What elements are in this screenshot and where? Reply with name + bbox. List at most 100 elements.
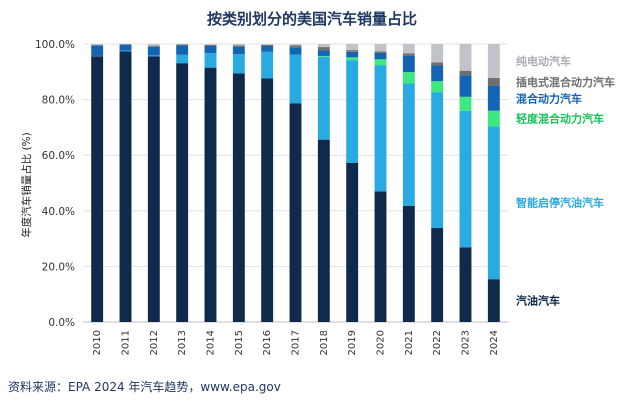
stacked-bar-chart: 0.0%20.0%40.0%60.0%80.0%100.0% 2010 2011 2… [20, 39, 615, 355]
bar-segment-2013-s0 [176, 63, 189, 322]
x-tick-label: 2018 [319, 330, 330, 355]
bar-segment-2019-s0 [346, 162, 359, 322]
bar-segment-2015-s0 [232, 73, 245, 322]
bar-segment-2019-s3 [346, 51, 359, 58]
x-axis-ticks: 2010 2011 2012 2013 2014 2015 2016 2017 2018 2019… [92, 330, 500, 355]
bar-segment-2024-s3 [487, 85, 500, 111]
x-tick-label: 2014 [206, 330, 217, 355]
bar-segment-2023-s1 [459, 110, 472, 248]
bar-segment-2021-s3 [402, 55, 415, 73]
bar-segment-2022-s4 [431, 62, 444, 66]
x-tick-label: 2021 [404, 330, 415, 355]
legend-label-s1: 智能启停汽油汽车 [516, 196, 604, 210]
bar-segment-2020-s2 [374, 59, 387, 66]
bar-segment-2019-s5 [346, 44, 359, 51]
bar-segment-2017-s1 [289, 54, 302, 104]
bar-segment-2016-s4 [261, 44, 274, 46]
y-tick-label: 80.0% [42, 95, 75, 107]
bar-segment-2023-s5 [459, 44, 472, 71]
y-tick-label: 60.0% [42, 150, 75, 162]
bar-segment-2022-s1 [431, 92, 444, 229]
bars [91, 44, 500, 323]
bar-segment-2018-s0 [317, 139, 330, 322]
x-tick-label: 2010 [92, 330, 103, 355]
bar-segment-2017-s0 [289, 103, 302, 322]
x-tick-label: 2022 [432, 330, 443, 355]
bar-segment-2014-s1 [204, 53, 217, 68]
bar-segment-2011-s0 [119, 51, 132, 322]
bar-segment-2021-s5 [402, 44, 415, 54]
bar-segment-2015-s1 [232, 54, 245, 74]
bar-segment-2021-s4 [402, 53, 415, 56]
y-tick-label: 40.0% [42, 206, 75, 218]
legend-label-s4: 插电式混合动力汽车 [516, 75, 615, 89]
bar-segment-2014-s0 [204, 67, 217, 322]
bar-segment-2023-s2 [459, 96, 472, 111]
bar-segment-2024-s0 [487, 279, 500, 322]
y-tick-label: 100.0% [35, 39, 75, 51]
bar-segment-2022-s5 [431, 44, 444, 63]
source-note: 资料来源：EPA 2024 年汽车趋势，www.epa.gov [8, 380, 281, 394]
bar-segment-2016-s0 [261, 78, 274, 322]
bar-segment-2014-s3 [204, 45, 217, 54]
bar-segment-2013-s1 [176, 54, 189, 64]
x-tick-label: 2015 [234, 330, 245, 355]
bar-segment-2017-s4 [289, 45, 302, 48]
bar-segment-2013-s5 [176, 44, 189, 45]
bar-segment-2021-s0 [402, 205, 415, 322]
y-axis-ticks: 0.0% 20.0% 40.0% 60.0% 80.0% 100.0% [35, 39, 75, 329]
bar-segment-2020-s1 [374, 65, 387, 192]
legend-label-s2: 轻度混合动力汽车 [516, 112, 604, 126]
bar-segment-2022-s2 [431, 81, 444, 93]
bar-segment-2024-s2 [487, 110, 500, 127]
bar-segment-2017-s5 [289, 44, 302, 46]
bar-segment-2022-s3 [431, 65, 444, 82]
bar-segment-2012-s0 [147, 56, 160, 322]
bar-segment-2012-s3 [147, 46, 160, 56]
bar-segment-2020-s0 [374, 191, 387, 322]
bar-segment-2014-s4 [204, 44, 217, 46]
chart-title: 按类别划分的美国汽车销量占比 [206, 10, 417, 28]
bar-segment-2018-s4 [317, 47, 330, 51]
y-axis-label: 年度汽车销量占比 (%) [20, 132, 33, 238]
bar-segment-2011-s3 [119, 44, 132, 51]
x-tick-label: 2024 [489, 330, 500, 355]
bar-segment-2018-s5 [317, 44, 330, 48]
x-tick-label: 2023 [461, 330, 472, 355]
bar-segment-2012-s4 [147, 45, 160, 47]
bar-segment-2019-s2 [346, 57, 359, 61]
x-tick-label: 2013 [177, 330, 188, 355]
x-tick-label: 2016 [262, 330, 273, 355]
legend-label-s5: 纯电动汽车 [516, 54, 571, 68]
bar-segment-2011-s1 [119, 50, 132, 52]
bar-segment-2023-s3 [459, 75, 472, 97]
bar-segment-2020-s3 [374, 52, 387, 60]
bar-segment-2018-s1 [317, 56, 330, 140]
bar-segment-2015-s4 [232, 45, 245, 47]
bar-segment-2019-s1 [346, 60, 359, 163]
bar-segment-2018-s3 [317, 50, 330, 56]
bar-segment-2020-s4 [374, 51, 387, 53]
bar-segment-2024-s1 [487, 126, 500, 280]
bar-segment-2021-s2 [402, 72, 415, 84]
bar-segment-2013-s3 [176, 45, 189, 55]
bar-segment-2016-s5 [261, 44, 274, 45]
bar-segment-2010-s5 [91, 44, 104, 46]
bar-segment-2013-s4 [176, 44, 189, 46]
y-tick-label: 0.0% [48, 317, 75, 329]
bar-segment-2017-s3 [289, 47, 302, 55]
bar-segment-2019-s4 [346, 50, 359, 52]
bar-segment-2012-s5 [147, 44, 160, 46]
bar-segment-2022-s0 [431, 228, 444, 322]
bar-segment-2024-s4 [487, 77, 500, 86]
bar-segment-2015-s5 [232, 44, 245, 46]
x-tick-label: 2017 [291, 330, 302, 355]
x-tick-label: 2019 [347, 330, 358, 355]
bar-segment-2020-s5 [374, 44, 387, 52]
x-tick-label: 2020 [376, 330, 387, 355]
bar-segment-2016-s1 [261, 51, 274, 79]
x-tick-label: 2012 [149, 330, 160, 355]
bar-segment-2010-s0 [91, 56, 104, 323]
x-tick-label: 2011 [121, 330, 132, 355]
